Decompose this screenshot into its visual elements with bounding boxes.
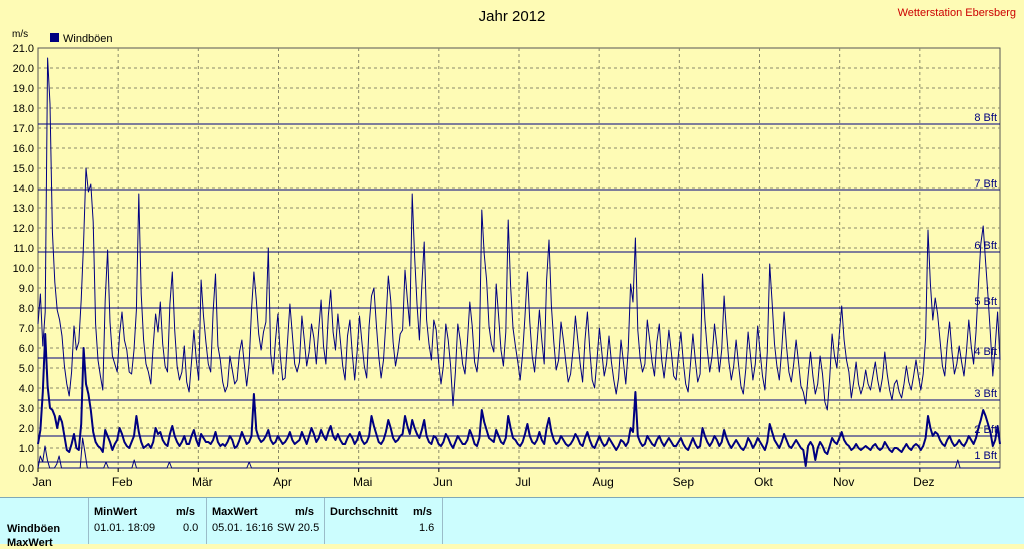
x-tick-label: Nov xyxy=(833,475,854,489)
y-tick-label: 21.0 xyxy=(13,43,34,55)
max-unit: m/s xyxy=(295,506,314,518)
beaufort-label: 8 Bft xyxy=(974,112,997,124)
station-label: Wetterstation Ebersberg xyxy=(898,7,1016,19)
max-header: MaxWert xyxy=(212,506,258,518)
y-tick-label: 6.0 xyxy=(19,343,34,355)
x-tick-label: Okt xyxy=(754,475,773,489)
y-tick-label: 20.0 xyxy=(13,63,34,75)
x-tick-label: Jun xyxy=(433,475,452,489)
y-tick-label: 14.0 xyxy=(13,183,34,195)
y-tick-label: 3.0 xyxy=(19,403,34,415)
chart-area: 0.0 1.0 2.0 3.0 4.0 5.0 6.0 7.0 8.0 9.0 10.0 11.0 12… xyxy=(12,7,1016,489)
stats-min-column: MinWert m/s 01.01. 18:09 0.0 xyxy=(88,498,207,544)
beaufort-label: 1 Bft xyxy=(974,450,997,462)
y-tick-label: 7.0 xyxy=(19,323,34,335)
stats-avg-column: Durchschnitt m/s 1.6 xyxy=(324,498,443,544)
beaufort-label: 4 Bft xyxy=(974,346,997,358)
avg-unit: m/s xyxy=(413,506,432,518)
y-tick-label: 16.0 xyxy=(13,143,34,155)
chart-title: Jahr 2012 xyxy=(479,8,546,25)
y-tick-label: 15.0 xyxy=(13,163,34,175)
legend-label: Windböen xyxy=(63,33,113,45)
x-tick-label: Mär xyxy=(192,475,213,489)
stats-max-column: MaxWert m/s 05.01. 16:16 SW 20.5 xyxy=(206,498,325,544)
legend-swatch xyxy=(50,33,59,42)
y-tick-label: 13.0 xyxy=(13,203,34,215)
y-tick-label: 18.0 xyxy=(13,103,34,115)
beaufort-label: 7 Bft xyxy=(974,178,997,190)
max-value: SW 20.5 xyxy=(277,522,320,534)
x-tick-label: Mai xyxy=(353,475,372,489)
min-unit: m/s xyxy=(176,506,195,518)
x-tick-label: Sep xyxy=(673,475,695,489)
stats-panel: Windböen MaxWert MinWert m/s 01.01. 18:0… xyxy=(0,497,1024,549)
daily-minimum-line xyxy=(37,437,1000,469)
max-time: 05.01. 16:16 xyxy=(212,522,274,534)
y-tick-label: 10.0 xyxy=(13,263,34,275)
y-tick-label: 8.0 xyxy=(19,303,34,315)
min-value: 0.0 xyxy=(183,522,199,534)
row-label-gusts: Windböen xyxy=(7,523,61,535)
stats-label-column xyxy=(0,498,89,544)
x-tick-label: Apr xyxy=(273,475,292,489)
x-tick-label: Jul xyxy=(515,475,530,489)
avg-header: Durchschnitt xyxy=(330,506,398,518)
y-tick-label: 17.0 xyxy=(13,123,34,135)
y-tick-label: 9.0 xyxy=(19,283,34,295)
y-tick-label: 5.0 xyxy=(19,363,34,375)
wind-gust-chart: 0.0 1.0 2.0 3.0 4.0 5.0 6.0 7.0 8.0 9.0 10.0 11.0 12… xyxy=(12,7,1016,489)
x-tick-label: Dez xyxy=(913,475,934,489)
y-tick-label: 1.0 xyxy=(19,443,34,455)
daily-mean-wind-line xyxy=(37,333,1001,467)
x-tick-label: Aug xyxy=(592,475,613,489)
beaufort-label: 5 Bft xyxy=(974,296,997,308)
x-tick-label: Jan xyxy=(32,475,51,489)
y-tick-label: 0.0 xyxy=(19,463,34,475)
daily-maximum-gust-line xyxy=(37,57,1001,411)
y-tick-label: 12.0 xyxy=(13,223,34,235)
y-tick-label: 2.0 xyxy=(19,423,34,435)
avg-value: 1.6 xyxy=(419,522,435,534)
x-tick-label: Feb xyxy=(112,475,133,489)
beaufort-label: 6 Bft xyxy=(974,240,997,252)
y-tick-label: 19.0 xyxy=(13,83,34,95)
beaufort-label: 3 Bft xyxy=(974,388,997,400)
min-header: MinWert xyxy=(94,506,138,518)
y-tick-label: 11.0 xyxy=(13,243,34,255)
y-axis-unit-label: m/s xyxy=(12,29,28,40)
min-time: 01.01. 18:09 xyxy=(94,522,156,534)
y-tick-label: 4.0 xyxy=(19,383,34,395)
